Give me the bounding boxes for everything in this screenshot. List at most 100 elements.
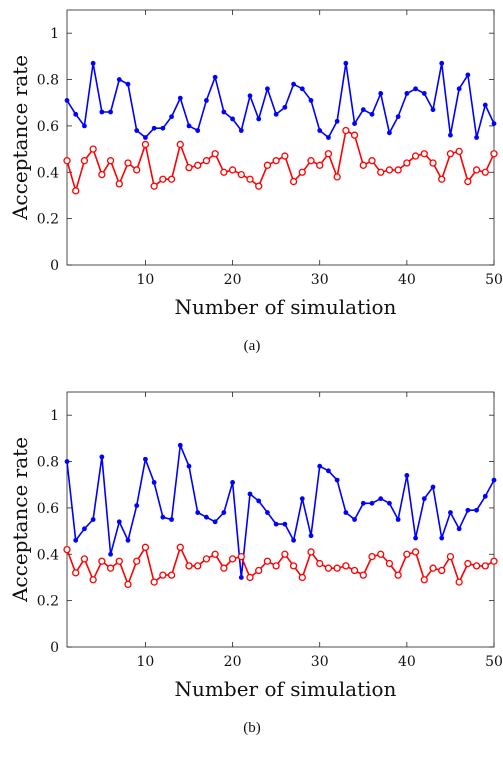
data-point [394,166,402,174]
data-point [263,557,272,565]
data-point [282,521,288,527]
y-tick-label: 0 [50,258,59,274]
data-point [439,535,445,541]
data-point [308,533,314,539]
data-point [352,517,357,522]
data-point [352,121,357,126]
data-point [491,477,497,483]
data-point [169,517,174,522]
data-point [360,500,366,506]
data-point [465,72,471,78]
data-point [446,552,455,561]
data-point [185,562,193,570]
data-point [89,576,97,584]
data-point [211,550,219,558]
series-line-1 [66,62,495,139]
data-point [334,477,340,483]
data-point [186,123,192,129]
data-point [116,77,122,82]
data-point [281,550,289,558]
data-point [73,537,79,543]
series-line-2 [66,546,495,586]
data-point [359,571,367,579]
chart-panel-b: 0 0.2 0.4 0.6 0.8 1 10 20 30 40 50 Number of simula… [0,382,503,764]
data-point [281,152,289,160]
data-point [108,109,113,115]
data-point [159,571,167,579]
y-tick-label: 0.8 [37,73,59,89]
data-point [256,116,262,122]
data-point [490,150,498,158]
data-point [72,187,80,195]
figure-caption: (a) [244,338,261,354]
x-tick-label: 30 [311,654,329,670]
data-point [368,552,376,561]
data-point [395,114,401,120]
data-point [194,562,202,570]
data-point [282,104,288,110]
data-point [246,573,254,582]
data-point [230,116,235,122]
data-point [326,135,331,140]
data-point [125,537,131,543]
y-tick-label: 0.6 [37,501,59,517]
y-tick-label: 0 [50,640,59,656]
data-point [377,168,385,176]
data-point [237,170,245,179]
data-point [134,128,140,133]
data-point [237,552,245,561]
data-point [334,118,340,124]
y-tick-label: 1 [50,26,59,42]
data-point [378,496,384,502]
data-point [106,157,115,165]
data-point [167,571,176,579]
series-line-2 [66,129,495,192]
data-point [98,170,106,179]
data-point [438,566,446,575]
x-tick-label: 10 [137,272,155,288]
data-point [238,128,244,133]
data-point [448,510,453,515]
data-point [455,578,463,586]
data-point [202,555,211,563]
data-point [228,166,237,174]
data-point [446,150,455,158]
data-point [72,569,80,577]
data-point [472,562,481,570]
data-point [255,182,263,190]
data-point [63,157,71,165]
data-point [387,130,392,136]
data-point [220,564,228,572]
data-point [141,543,150,551]
data-point [212,519,218,525]
data-point [413,535,418,541]
x-tick-label: 20 [224,272,242,288]
data-point [106,564,115,572]
data-point [481,168,489,176]
data-point [82,526,87,532]
data-point [273,111,279,117]
data-point [220,168,228,176]
data-point [350,566,359,575]
data-point [369,500,375,506]
y-tick-label: 0.2 [37,594,59,610]
data-point [221,510,227,515]
data-point [411,152,420,160]
data-point [299,496,305,502]
data-point [167,175,176,183]
data-point [378,91,384,96]
data-point [195,128,201,133]
data-point [177,442,183,448]
data-point [80,157,89,165]
data-point [125,81,131,87]
y-axis-label: Acceptance rate [8,55,32,221]
data-point [160,514,166,520]
data-point [98,557,106,565]
data-point [438,175,446,183]
x-tick-label: 50 [485,654,503,670]
data-point [420,150,428,158]
data-point [474,135,479,140]
data-point [134,503,140,508]
x-tick-label: 10 [137,654,155,670]
data-point [395,517,401,522]
